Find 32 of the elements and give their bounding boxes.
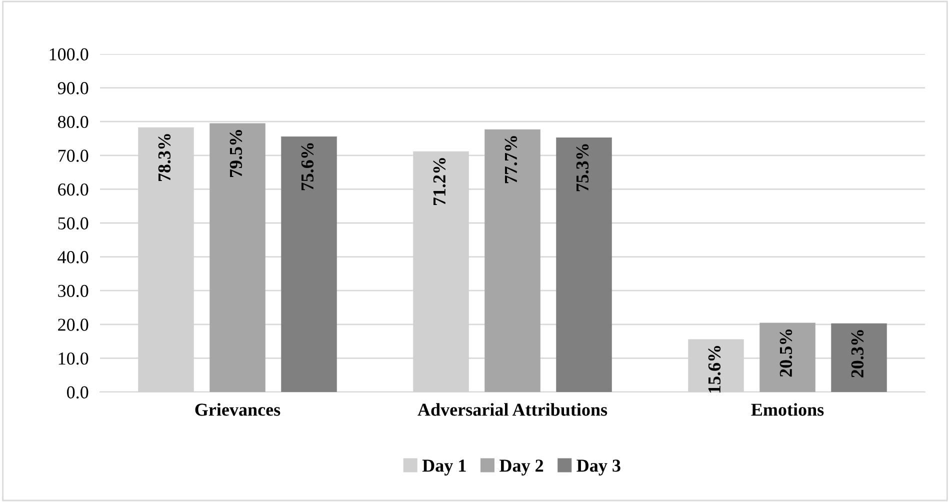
data-label: 15.6% bbox=[708, 346, 721, 393]
y-tick-label: 40.0 bbox=[58, 251, 88, 264]
y-tick-label: 70.0 bbox=[58, 150, 88, 162]
data-label: 79.5% bbox=[230, 130, 242, 177]
x-tick-label: Emotions bbox=[751, 403, 824, 416]
y-tick-label: 50.0 bbox=[58, 217, 88, 230]
x-tick-label: Adversarial Attributions bbox=[418, 403, 608, 416]
data-label: 20.5% bbox=[780, 329, 792, 377]
data-label: 77.7% bbox=[504, 136, 518, 184]
y-tick-label: 0.0 bbox=[67, 386, 88, 399]
data-label: 75.6% bbox=[301, 143, 314, 190]
y-tick-label: 100.0 bbox=[50, 48, 88, 61]
data-label: 78.3% bbox=[158, 134, 171, 182]
bar bbox=[556, 137, 612, 392]
y-tick-label: 10.0 bbox=[58, 352, 88, 365]
legend-label: Day 3 bbox=[576, 460, 620, 476]
y-tick-label: 60.0 bbox=[58, 183, 88, 196]
legend-label: Day 1 bbox=[422, 460, 466, 476]
y-tick-label: 20.0 bbox=[58, 318, 88, 331]
bar bbox=[281, 136, 337, 392]
bar bbox=[210, 123, 266, 392]
data-label: 20.3% bbox=[851, 330, 864, 378]
legend-label: Day 2 bbox=[500, 460, 544, 476]
data-label: 75.3% bbox=[576, 144, 589, 192]
y-tick-label: 80.0 bbox=[58, 116, 88, 128]
bar bbox=[484, 129, 540, 392]
data-label: 71.2% bbox=[433, 158, 446, 206]
bar bbox=[831, 323, 887, 392]
y-tick-label: 90.0 bbox=[58, 82, 88, 94]
x-tick-label: Grievances bbox=[195, 403, 280, 416]
bar bbox=[760, 322, 816, 392]
y-tick-label: 30.0 bbox=[58, 284, 88, 298]
